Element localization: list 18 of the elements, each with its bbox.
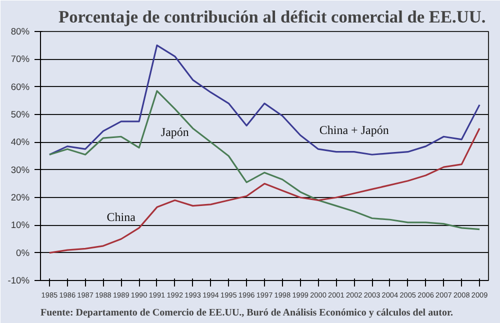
line-series xyxy=(48,128,480,254)
y-tick-label: 80% xyxy=(10,26,30,36)
y-tick-label: 10% xyxy=(10,220,30,230)
y-tick-label: 0% xyxy=(16,248,30,258)
series-label: China xyxy=(106,210,136,224)
series-label: China + Japón xyxy=(319,122,389,137)
line-series xyxy=(48,90,480,230)
series-label: Japón xyxy=(160,124,189,139)
y-tick-label: 20% xyxy=(10,192,30,202)
y-tick-label: 70% xyxy=(10,54,30,64)
y-tick-label: 60% xyxy=(10,82,30,92)
y-tick-label: 30% xyxy=(10,164,30,175)
y-tick-label: 40% xyxy=(10,137,30,148)
source-note: Fuente: Departamento de Comercio de EE.UU., Buró de Análisis Económico y cálculos del autor. xyxy=(40,308,454,318)
y-tick-label: 50% xyxy=(10,110,30,120)
line-series xyxy=(48,44,480,156)
y-tick-label: -10% xyxy=(8,276,30,286)
chart-title: Porcentaje de contribución al déficit comercial de EE.UU. xyxy=(58,8,486,26)
